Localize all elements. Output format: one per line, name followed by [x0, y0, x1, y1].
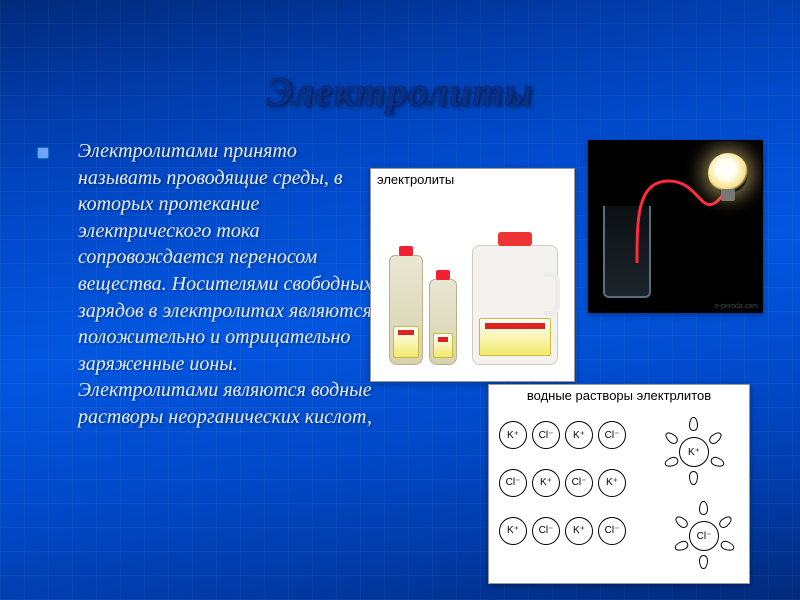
image-bottles-caption: электролиты: [371, 169, 574, 189]
lattice-ion: Cl⁻: [499, 469, 527, 497]
lattice-ion: Cl⁻: [532, 421, 560, 449]
lattice-ion: K⁺: [499, 421, 527, 449]
image-conductivity-bulb: e-priroda.com: [588, 140, 763, 313]
lattice-ion: Cl⁻: [532, 517, 560, 545]
body-text-block: Электролитами принято называть проводящи…: [38, 138, 378, 431]
ion-center-1: K⁺: [679, 437, 709, 467]
slide-title-text: Электролиты: [267, 69, 534, 114]
jug: [472, 245, 558, 365]
ion-diagram: K⁺Cl⁻K⁺Cl⁻Cl⁻K⁺Cl⁻K⁺K⁺Cl⁻K⁺Cl⁻ K⁺ Cl⁻: [489, 407, 749, 583]
ion-center-2: Cl⁻: [689, 521, 719, 551]
bottle-2: [429, 279, 457, 365]
lattice-ion: Cl⁻: [565, 469, 593, 497]
image-credit: e-priroda.com: [715, 303, 758, 310]
image-diagram-caption: водные растворы электрлитов: [489, 385, 749, 405]
bottle-1: [389, 255, 423, 365]
slide-title: Электролиты: [0, 68, 800, 115]
image-ion-diagram: водные растворы электрлитов K⁺Cl⁻K⁺Cl⁻Cl…: [488, 384, 750, 584]
lattice-ion: K⁺: [565, 517, 593, 545]
bullet-icon: [38, 148, 48, 158]
body-text: Электролитами принято называть проводящи…: [78, 138, 378, 431]
image-electrolyte-bottles: электролиты: [370, 168, 575, 382]
lattice-ion: K⁺: [532, 469, 560, 497]
lightbulb-icon: [708, 153, 748, 193]
lattice-ion: Cl⁻: [598, 421, 626, 449]
bottles-illustration: [371, 189, 574, 381]
lattice-ion: K⁺: [598, 469, 626, 497]
lattice-ion: Cl⁻: [598, 517, 626, 545]
lattice-ion: K⁺: [565, 421, 593, 449]
lattice-ion: K⁺: [499, 517, 527, 545]
